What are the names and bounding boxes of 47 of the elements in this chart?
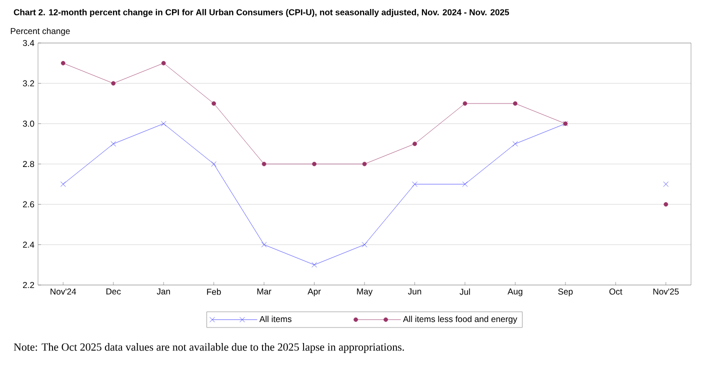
point — [110, 141, 116, 147]
point — [664, 202, 668, 207]
point — [60, 181, 66, 187]
point — [412, 142, 417, 146]
x-tick-label: Oct — [609, 288, 622, 295]
point — [262, 162, 266, 166]
x-tick-label: Apr — [308, 288, 321, 296]
chart-title: Chart 2. 12-month percent change in CPI for All Urban Consumers (CPI-U), not seasonally adjusted, Nov. 2024 - Nov. 2025 — [14, 8, 510, 18]
point — [111, 81, 116, 86]
point — [412, 181, 418, 187]
point — [211, 161, 216, 167]
y-tick-label: 3.4 — [22, 40, 34, 46]
point — [663, 181, 669, 187]
point — [462, 181, 468, 187]
text: Note: The Oct 2025 data values are not available due to the 2025 lapse in appropriations. — [14, 343, 404, 353]
x-tick-label: Feb — [207, 288, 221, 295]
point — [513, 101, 518, 106]
x-tick-label: Jan — [156, 288, 170, 294]
y-axis-title: Percent change — [10, 28, 70, 36]
y-tick-label: 2.4 — [23, 242, 34, 248]
point — [362, 242, 368, 248]
point — [161, 60, 166, 66]
point — [362, 162, 367, 166]
point — [512, 141, 518, 147]
x-tick-label: Aug — [508, 288, 522, 296]
point — [261, 242, 267, 248]
y-tick-label: 2.2 — [23, 282, 34, 288]
x-tick-label: Nov'24 — [50, 288, 76, 295]
point — [60, 60, 66, 66]
legend-label: All items less food and energy — [402, 316, 518, 324]
x-tick-label: Nov'25 — [653, 288, 679, 295]
y-tick-label: 2.8 — [23, 160, 34, 168]
point — [160, 120, 166, 126]
x-tick-label: Jun — [408, 288, 422, 294]
x-tick-label: May — [357, 288, 373, 296]
point — [212, 101, 216, 106]
y-tick-label: 3.0 — [22, 120, 34, 127]
legend-label: All items — [259, 316, 292, 322]
x-tick-label: Dec — [106, 288, 121, 294]
x-tick-label: Jul — [460, 288, 470, 295]
x-tick-label: Sep — [558, 288, 573, 296]
point — [312, 162, 316, 166]
point — [312, 262, 317, 268]
y-tick-label: 2.6 — [23, 201, 34, 208]
y-tick-label: 3.2 — [22, 80, 34, 86]
x-tick-label: Mar — [257, 288, 272, 294]
point — [462, 101, 468, 106]
